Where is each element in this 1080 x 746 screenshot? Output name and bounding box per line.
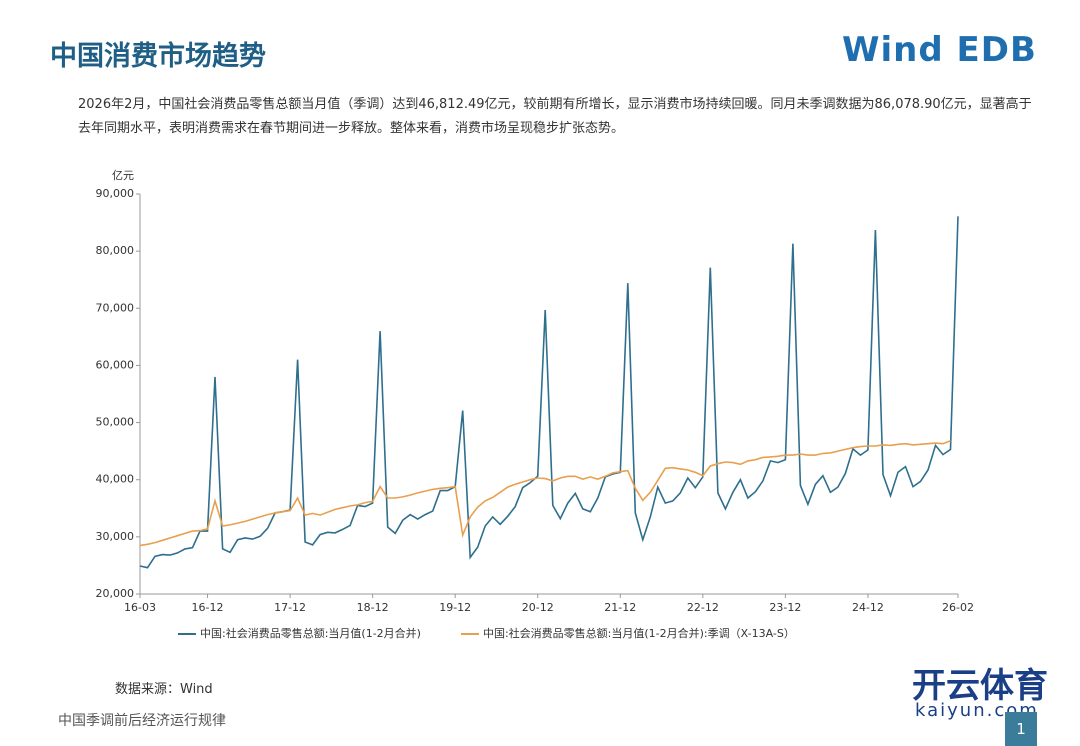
page-number: 1 [1005,712,1037,746]
footer: 中国季调前后经济运行规律 [58,713,226,729]
summary: 2026年2月，中国社会消费品零售总额当月值（季调）达到46,812.49亿元，… [78,97,1032,136]
series-line [139,440,951,547]
page-title: 中国消费市场趋势 [50,41,266,72]
x-tick-label: 16-12 [192,601,224,614]
series-line [139,216,959,569]
y-tick-label: 50,000 [96,416,135,429]
x-tick-label: 18-12 [357,601,389,614]
legend-label: 中国:社会消费品零售总额:当月值(1-2月合并) [200,626,421,640]
x-tick-label: 21-12 [604,601,636,614]
y-tick-label: 60,000 [96,358,135,371]
x-tick-label: 19-12 [439,601,471,614]
y-tick-label: 80,000 [96,244,135,257]
chart: 亿元 20,000 30,000 40,000 50,000 60,000 70,000 8… [96,169,974,640]
x-tick-label: 24-12 [852,601,884,614]
legend-label: 中国:社会消费品零售总额:当月值(1-2月合并):季调（X-13A-S） [483,626,795,640]
x-tick-label: 26-02 [942,601,974,614]
source: 数据来源：Wind [115,682,213,697]
x-tick-label: 17-12 [274,601,306,614]
y-tick-label: 40,000 [96,473,135,486]
y-tick-label: 30,000 [96,530,135,543]
x-tick-label: 16-03 [124,601,156,614]
y-unit: 亿元 [112,169,134,182]
x-tick-label: 20-12 [522,601,554,614]
watermark-brand: 开云体育 [912,666,1048,706]
x-tick-label: 22-12 [687,601,719,614]
logo: Wind EDB [842,30,1037,70]
y-tick-label: 90,000 [96,187,135,200]
y-tick-label: 70,000 [96,301,135,314]
y-tick-label: 20,000 [96,587,135,600]
x-tick-label: 23-12 [769,601,801,614]
